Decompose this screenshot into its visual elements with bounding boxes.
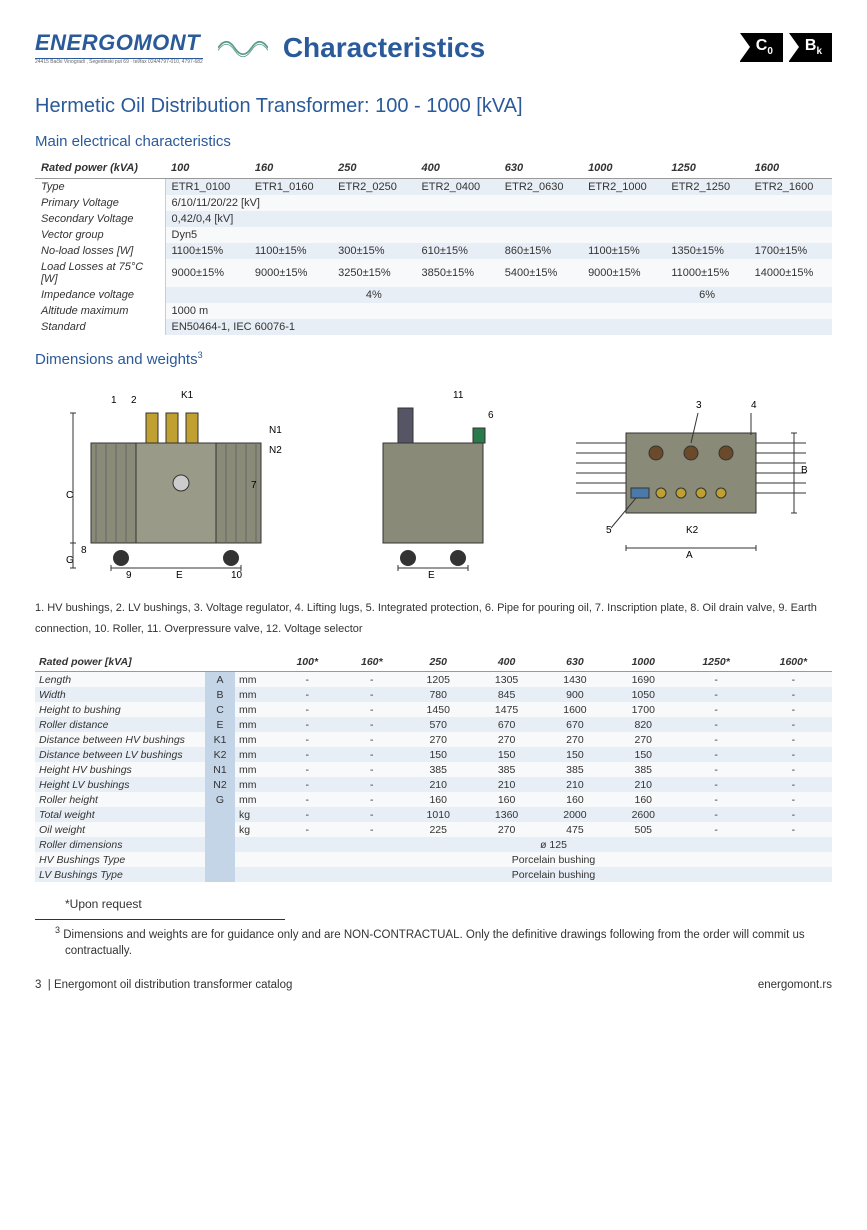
- svg-text:10: 10: [231, 570, 243, 581]
- page-header: ENERGOMONT 24415 Bački Vinogradi , Seged…: [35, 30, 832, 65]
- page-title: Characteristics: [283, 32, 485, 64]
- site-url: energomont.rs: [758, 979, 832, 991]
- svg-text:K1: K1: [181, 390, 194, 401]
- logo-text: ENERGOMONT: [35, 30, 203, 59]
- logo-subtext: 24415 Bački Vinogradi , Segedinski put 6…: [35, 59, 203, 65]
- dimensions-table: Rated power [kVA]100*160*250400630100012…: [35, 655, 832, 883]
- badge-c0: C0: [740, 33, 783, 61]
- diagram-top: 3 4 5 K2 A B: [566, 393, 816, 573]
- logo-block: ENERGOMONT 24415 Bački Vinogradi , Seged…: [35, 30, 485, 65]
- page-footer: 3 | Energomont oil distribution transfor…: [35, 979, 832, 991]
- subtitle: Hermetic Oil Distribution Transformer: 1…: [35, 95, 832, 118]
- diagram-side: 11 6 E: [343, 383, 523, 583]
- svg-text:1: 1: [111, 395, 117, 406]
- svg-text:7: 7: [251, 480, 257, 491]
- svg-text:3: 3: [696, 400, 702, 411]
- svg-text:4: 4: [751, 400, 757, 411]
- svg-text:5: 5: [606, 525, 612, 536]
- diagram-front: 12 K1 8 910 7 CG E N1N2: [51, 383, 301, 583]
- badge-bk: Bk: [789, 33, 832, 61]
- svg-text:N1: N1: [269, 425, 282, 436]
- svg-text:E: E: [176, 570, 183, 581]
- svg-text:9: 9: [126, 570, 132, 581]
- diagrams: 12 K1 8 910 7 CG E N1N2 116 E 34 5 K2 AB: [35, 383, 832, 583]
- svg-text:6: 6: [488, 410, 494, 421]
- section-electrical: Main electrical characteristics: [35, 133, 832, 150]
- svg-text:2: 2: [131, 395, 137, 406]
- diagram-legend: 1. HV bushings, 2. LV bushings, 3. Volta…: [35, 598, 832, 640]
- section-dimensions: Dimensions and weights3: [35, 350, 832, 368]
- page-number: 3: [35, 979, 41, 991]
- upon-request-note: *Upon request: [65, 897, 832, 911]
- svg-text:K2: K2: [686, 525, 699, 536]
- electrical-table: Rated power (kVA)10016025040063010001250…: [35, 160, 832, 335]
- svg-text:N2: N2: [269, 445, 282, 456]
- svg-text:C: C: [66, 490, 73, 501]
- footnote-text: 3 Dimensions and weights are for guidanc…: [65, 924, 832, 959]
- catalog-name: Energomont oil distribution transformer …: [54, 979, 292, 991]
- svg-text:A: A: [686, 550, 693, 561]
- wave-icon: [218, 33, 268, 63]
- svg-text:B: B: [801, 465, 808, 476]
- svg-text:11: 11: [453, 390, 464, 401]
- badges: C0 Bk: [740, 33, 832, 61]
- svg-text:8: 8: [81, 545, 87, 556]
- svg-text:E: E: [428, 570, 435, 581]
